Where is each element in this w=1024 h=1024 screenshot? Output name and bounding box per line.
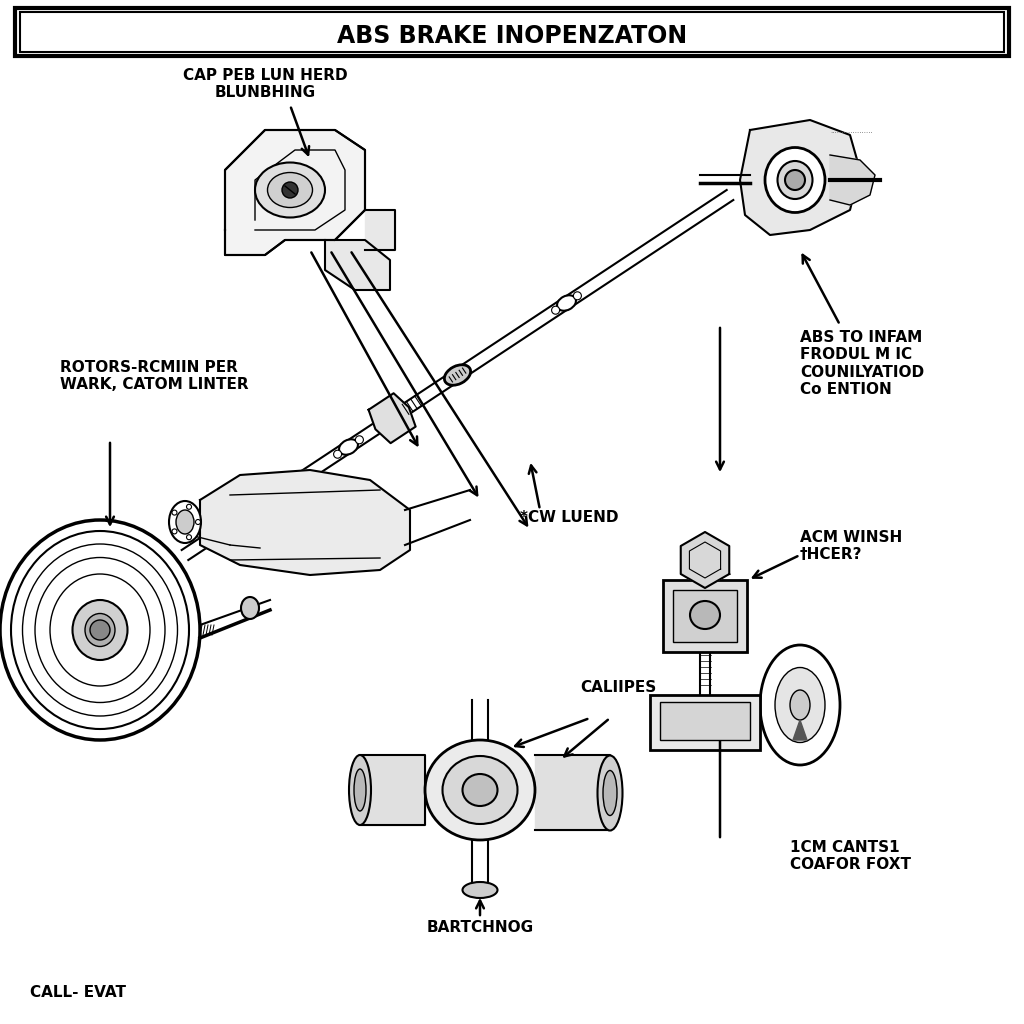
FancyBboxPatch shape [673,590,737,642]
Circle shape [196,519,201,524]
Ellipse shape [35,557,165,702]
Ellipse shape [50,574,150,686]
Polygon shape [360,755,425,825]
Text: ACM WINSH
†HCER?: ACM WINSH †HCER? [800,530,902,562]
Ellipse shape [444,365,471,385]
Circle shape [172,529,177,534]
Ellipse shape [354,769,366,811]
Polygon shape [365,210,395,250]
Text: CALL- EVAT: CALL- EVAT [30,985,126,1000]
Polygon shape [225,130,365,255]
Circle shape [282,182,298,198]
Text: ···················: ··················· [830,130,872,136]
Text: ABS TO INFAM
FRODUL M IC
COUNILYATIOD
Co ENTION: ABS TO INFAM FRODUL M IC COUNILYATIOD Co… [800,330,924,397]
Ellipse shape [449,368,467,383]
Polygon shape [740,120,860,234]
Ellipse shape [339,439,358,455]
Polygon shape [793,720,807,740]
Circle shape [90,620,110,640]
Ellipse shape [777,161,812,199]
Ellipse shape [349,755,371,825]
Ellipse shape [23,544,177,716]
Circle shape [172,510,177,515]
Text: CALIIPES: CALIIPES [580,680,656,695]
Ellipse shape [11,531,189,729]
Bar [15,8,1009,56]
Ellipse shape [73,600,128,660]
Polygon shape [325,240,390,290]
Ellipse shape [597,756,623,830]
Circle shape [552,306,559,314]
Ellipse shape [176,510,194,534]
Text: BARTCHNOG: BARTCHNOG [426,920,534,935]
Polygon shape [535,755,610,830]
Circle shape [334,451,342,458]
Ellipse shape [463,882,498,898]
Circle shape [186,504,191,509]
Ellipse shape [765,147,825,213]
Text: *CW LUEND: *CW LUEND [520,510,618,525]
FancyBboxPatch shape [650,695,760,750]
FancyBboxPatch shape [660,702,750,740]
Bar [20,12,1004,52]
Ellipse shape [790,690,810,720]
Text: ABS BRAKE INOPENZATON: ABS BRAKE INOPENZATON [337,24,687,48]
Ellipse shape [603,770,617,815]
FancyBboxPatch shape [663,580,746,652]
Ellipse shape [557,295,575,310]
Text: CAP PEB LUN HERD
BLUNBHING: CAP PEB LUN HERD BLUNBHING [182,68,347,100]
Polygon shape [681,532,729,588]
Polygon shape [369,393,416,443]
Ellipse shape [169,501,201,543]
Ellipse shape [255,163,325,217]
Text: 1CM CANTS1
COAFOR FOXT: 1CM CANTS1 COAFOR FOXT [790,840,911,872]
Polygon shape [830,155,874,205]
Ellipse shape [760,645,840,765]
Polygon shape [200,470,410,575]
Ellipse shape [0,520,200,740]
Ellipse shape [775,668,825,742]
Ellipse shape [267,172,312,208]
Ellipse shape [425,740,535,840]
Ellipse shape [463,774,498,806]
Ellipse shape [690,601,720,629]
Circle shape [355,436,364,443]
Ellipse shape [241,597,259,618]
Ellipse shape [85,613,115,646]
Ellipse shape [442,756,517,824]
Circle shape [573,292,582,300]
Text: ROTORS-RCMIIN PER
WARK, CATOM LINTER: ROTORS-RCMIIN PER WARK, CATOM LINTER [60,360,249,392]
Circle shape [785,170,805,190]
Circle shape [186,535,191,540]
